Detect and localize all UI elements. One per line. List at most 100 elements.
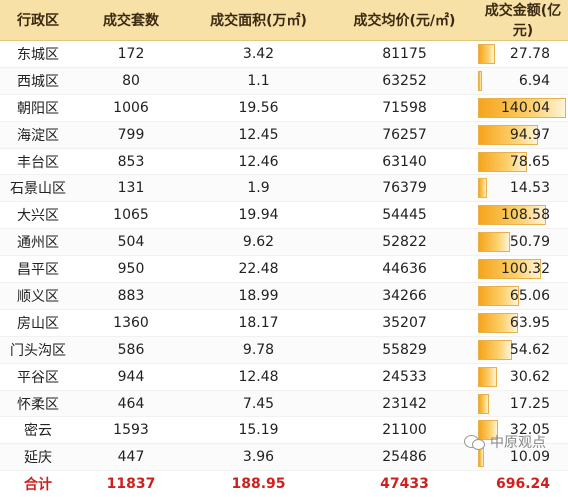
amount-value: 14.53 [510,175,550,201]
units-cell: 944 [76,363,186,390]
total-area: 188.95 [186,471,331,497]
amount-bar [478,178,487,198]
area-cell: 12.48 [186,363,331,390]
district-cell: 密云 [0,417,76,444]
price-cell: 25486 [331,444,478,471]
price-cell: 63140 [331,148,478,175]
amount-value: 65.06 [510,283,550,309]
amount-value: 94.97 [510,122,550,148]
district-cell: 朝阳区 [0,94,76,121]
area-cell: 9.78 [186,336,331,363]
area-cell: 12.46 [186,148,331,175]
district-cell: 平谷区 [0,363,76,390]
units-cell: 1593 [76,417,186,444]
units-cell: 853 [76,148,186,175]
district-cell: 东城区 [0,41,76,68]
units-cell: 447 [76,444,186,471]
watermark: 中原观点 [464,432,546,452]
units-cell: 950 [76,256,186,283]
district-cell: 大兴区 [0,202,76,229]
district-cell: 昌平区 [0,256,76,283]
amount-cell: 27.78 [478,41,568,68]
price-cell: 23142 [331,390,478,417]
wechat-icon [464,434,486,450]
units-cell: 883 [76,283,186,310]
area-cell: 18.17 [186,309,331,336]
area-cell: 18.99 [186,283,331,310]
price-cell: 71598 [331,94,478,121]
price-cell: 34266 [331,283,478,310]
price-cell: 54445 [331,202,478,229]
area-cell: 12.45 [186,121,331,148]
total-amount: 696.24 [496,471,550,497]
header-amount: 成交金额(亿元) [478,0,568,41]
price-cell: 63252 [331,67,478,94]
header-units: 成交套数 [76,0,186,41]
price-cell: 52822 [331,229,478,256]
district-cell: 西城区 [0,67,76,94]
area-cell: 22.48 [186,256,331,283]
total-price: 47433 [331,471,478,497]
amount-cell: 108.58 [478,202,568,229]
district-cell: 丰台区 [0,148,76,175]
amount-cell: 50.79 [478,229,568,256]
district-cell: 延庆 [0,444,76,471]
amount-cell: 94.97 [478,121,568,148]
amount-value: 50.79 [510,229,550,255]
price-cell: 21100 [331,417,478,444]
amount-value: 27.78 [510,41,550,67]
amount-value: 78.65 [510,149,550,175]
price-cell: 55829 [331,336,478,363]
amount-bar [478,340,512,360]
amount-cell: 30.62 [478,363,568,390]
units-cell: 80 [76,67,186,94]
amount-bar [478,232,510,252]
amount-cell: 140.04 [478,94,568,121]
district-cell: 石景山区 [0,175,76,202]
area-cell: 19.56 [186,94,331,121]
area-cell: 1.9 [186,175,331,202]
area-cell: 9.62 [186,229,331,256]
units-cell: 172 [76,41,186,68]
units-cell: 464 [76,390,186,417]
units-cell: 1360 [76,309,186,336]
area-cell: 1.1 [186,67,331,94]
district-cell: 顺义区 [0,283,76,310]
district-cell: 通州区 [0,229,76,256]
watermark-text: 中原观点 [490,432,546,452]
header-area: 成交面积(万㎡) [186,0,331,41]
units-cell: 586 [76,336,186,363]
units-cell: 131 [76,175,186,202]
total-label: 合计 [0,471,76,497]
price-cell: 76257 [331,121,478,148]
district-cell: 门头沟区 [0,336,76,363]
amount-cell: 14.53 [478,175,568,202]
amount-value: 30.62 [510,364,550,390]
amount-bar [478,44,495,64]
amount-bar [478,71,482,91]
total-units: 11837 [76,471,186,497]
table-wrapper: 行政区 成交套数 成交面积(万㎡) 成交均价(元/㎡) 成交金额(亿元) 东城区… [0,0,568,472]
amount-bar [478,394,489,414]
area-cell: 7.45 [186,390,331,417]
units-cell: 1065 [76,202,186,229]
units-cell: 504 [76,229,186,256]
amount-value: 63.95 [510,310,550,336]
amount-value: 17.25 [510,391,550,417]
amount-cell: 63.95 [478,309,568,336]
area-cell: 15.19 [186,417,331,444]
